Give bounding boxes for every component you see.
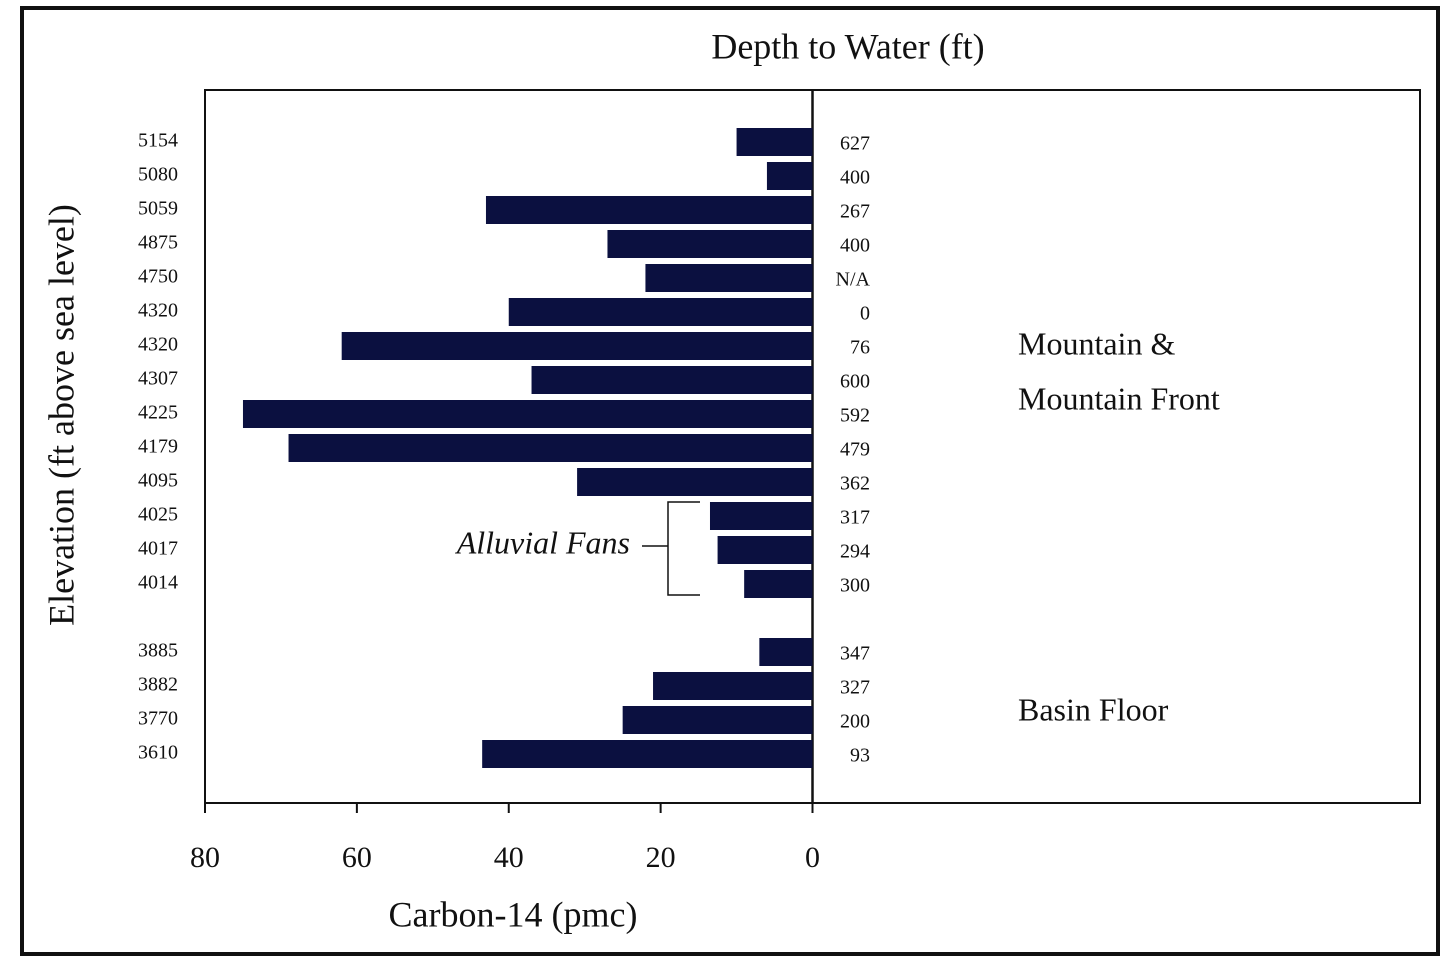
depth-label: N/A <box>836 269 871 291</box>
y-tick-label: 5059 <box>138 198 178 220</box>
bar <box>622 706 813 734</box>
bar <box>508 298 813 326</box>
x-tick-label: 0 <box>805 841 820 874</box>
bar <box>717 536 813 564</box>
bar <box>485 196 813 224</box>
depth-label: 347 <box>840 643 870 665</box>
bar <box>531 366 813 394</box>
depth-label: 267 <box>840 201 870 223</box>
depth-label: 327 <box>840 677 870 699</box>
bar <box>759 638 813 666</box>
y-tick-label: 4017 <box>138 538 178 560</box>
bracket <box>642 501 700 596</box>
y-tick-label: 4179 <box>138 436 178 458</box>
x-tick-label: 60 <box>342 841 372 874</box>
y-tick-label: 5154 <box>138 130 178 152</box>
depth-label: 592 <box>840 405 870 427</box>
annotation: Mountain Front <box>1018 380 1220 416</box>
chart-title: Depth to Water (ft) <box>711 26 984 66</box>
x-tick-label: 40 <box>494 841 524 874</box>
y-tick-label: 4320 <box>138 300 178 322</box>
y-tick-label: 3882 <box>138 674 178 696</box>
x-tick-label: 80 <box>190 841 220 874</box>
annotation: Mountain & <box>1018 325 1175 361</box>
bar <box>577 468 813 496</box>
y-axis-label: Elevation (ft above sea level) <box>41 204 81 626</box>
depth-label: 362 <box>840 473 870 495</box>
bar <box>653 672 813 700</box>
annotation: Basin Floor <box>1018 691 1169 727</box>
y-tick-label: 4750 <box>138 266 178 288</box>
depth-label: 0 <box>860 303 870 325</box>
y-tick-label: 3885 <box>138 640 178 662</box>
y-tick-label: 4025 <box>138 504 178 526</box>
y-tick-label: 4320 <box>138 334 178 356</box>
y-tick-label: 3770 <box>138 708 178 730</box>
y-tick-label: 3610 <box>138 742 178 764</box>
bar <box>709 502 813 530</box>
depth-label: 93 <box>850 745 870 767</box>
depth-label: 600 <box>840 371 870 393</box>
bar <box>736 128 813 156</box>
bar <box>645 264 813 292</box>
depth-label: 627 <box>840 133 870 155</box>
bar <box>288 434 813 462</box>
depth-label: 479 <box>840 439 870 461</box>
depth-label: 294 <box>840 541 870 563</box>
x-axis-label: Carbon-14 (pmc) <box>389 894 638 934</box>
depth-label: 400 <box>840 167 870 189</box>
bar <box>607 230 813 258</box>
y-tick-label: 4225 <box>138 402 178 424</box>
bar <box>766 162 813 190</box>
y-tick-label: 4875 <box>138 232 178 254</box>
bar <box>341 332 813 360</box>
depth-label: 200 <box>840 711 870 733</box>
y-tick-label: 5080 <box>138 164 178 186</box>
bar <box>242 400 813 428</box>
y-tick-label: 4095 <box>138 470 178 492</box>
depth-label: 76 <box>850 337 870 359</box>
depth-label: 317 <box>840 507 870 529</box>
outer-frame <box>20 6 1440 956</box>
depth-label: 300 <box>840 575 870 597</box>
bar <box>482 740 813 768</box>
bar <box>744 570 813 598</box>
x-tick-label: 20 <box>646 841 676 874</box>
y-tick-label: 4307 <box>138 368 178 390</box>
annotation: Alluvial Fans <box>455 524 630 560</box>
y-tick-label: 4014 <box>138 572 178 594</box>
depth-label: 400 <box>840 235 870 257</box>
